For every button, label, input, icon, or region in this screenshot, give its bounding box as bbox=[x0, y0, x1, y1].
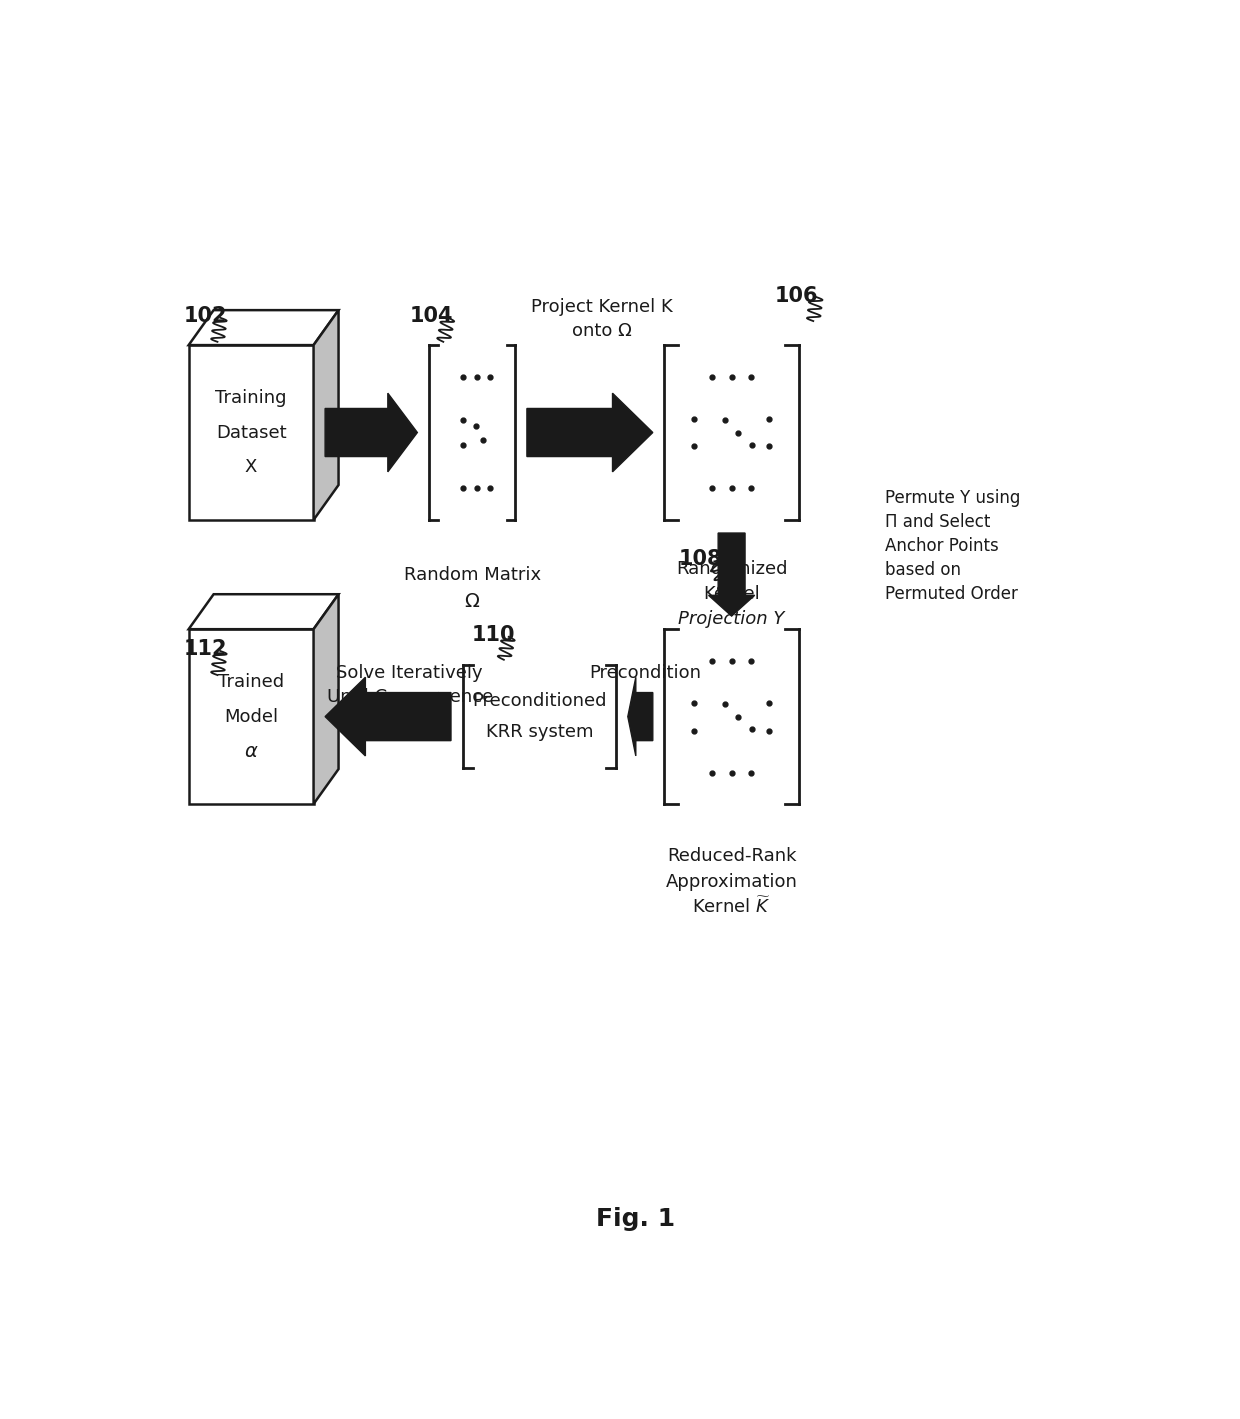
Text: Until Convergence: Until Convergence bbox=[326, 688, 492, 705]
Text: KRR system: KRR system bbox=[486, 722, 593, 741]
Text: Dataset: Dataset bbox=[216, 423, 286, 441]
Text: Training: Training bbox=[216, 389, 286, 407]
Text: Random Matrix: Random Matrix bbox=[403, 566, 541, 583]
Text: onto Ω: onto Ω bbox=[572, 322, 631, 341]
Polygon shape bbox=[708, 534, 755, 616]
Text: Permuted Order: Permuted Order bbox=[885, 585, 1018, 603]
Polygon shape bbox=[627, 677, 652, 756]
Polygon shape bbox=[314, 311, 339, 519]
Text: Ω: Ω bbox=[465, 592, 480, 612]
Text: Fig. 1: Fig. 1 bbox=[596, 1208, 675, 1232]
Text: X: X bbox=[246, 458, 257, 477]
Text: Anchor Points: Anchor Points bbox=[885, 538, 999, 555]
Text: 110: 110 bbox=[472, 624, 516, 644]
Text: Project Kernel K: Project Kernel K bbox=[531, 298, 673, 316]
Polygon shape bbox=[188, 595, 339, 629]
Text: Model: Model bbox=[224, 708, 278, 725]
Text: 106: 106 bbox=[775, 287, 818, 307]
Text: Reduced-Rank: Reduced-Rank bbox=[667, 847, 796, 866]
Text: Permute Y using: Permute Y using bbox=[885, 490, 1021, 507]
Text: Kernel $\widetilde{K}$: Kernel $\widetilde{K}$ bbox=[692, 897, 771, 917]
Text: 108: 108 bbox=[678, 549, 722, 569]
Polygon shape bbox=[188, 629, 314, 805]
Text: Preconditioned: Preconditioned bbox=[472, 692, 606, 711]
Text: Projection Υ: Projection Υ bbox=[678, 610, 785, 629]
Text: α: α bbox=[244, 742, 258, 761]
Polygon shape bbox=[314, 595, 339, 805]
Text: 102: 102 bbox=[184, 305, 227, 325]
Text: Approximation: Approximation bbox=[666, 873, 797, 891]
Text: Precondition: Precondition bbox=[589, 664, 701, 683]
Text: 104: 104 bbox=[409, 305, 453, 325]
Polygon shape bbox=[325, 677, 451, 756]
Text: Trained: Trained bbox=[218, 673, 284, 691]
Text: based on: based on bbox=[885, 561, 961, 579]
Text: Kernel: Kernel bbox=[703, 585, 760, 603]
Polygon shape bbox=[188, 311, 339, 345]
Polygon shape bbox=[188, 345, 314, 519]
Text: Π and Select: Π and Select bbox=[885, 514, 991, 531]
Polygon shape bbox=[325, 393, 418, 473]
Text: Randomized: Randomized bbox=[676, 561, 787, 578]
Text: Solve Iteratively: Solve Iteratively bbox=[336, 664, 482, 683]
Polygon shape bbox=[527, 393, 652, 473]
Text: 112: 112 bbox=[184, 639, 227, 658]
